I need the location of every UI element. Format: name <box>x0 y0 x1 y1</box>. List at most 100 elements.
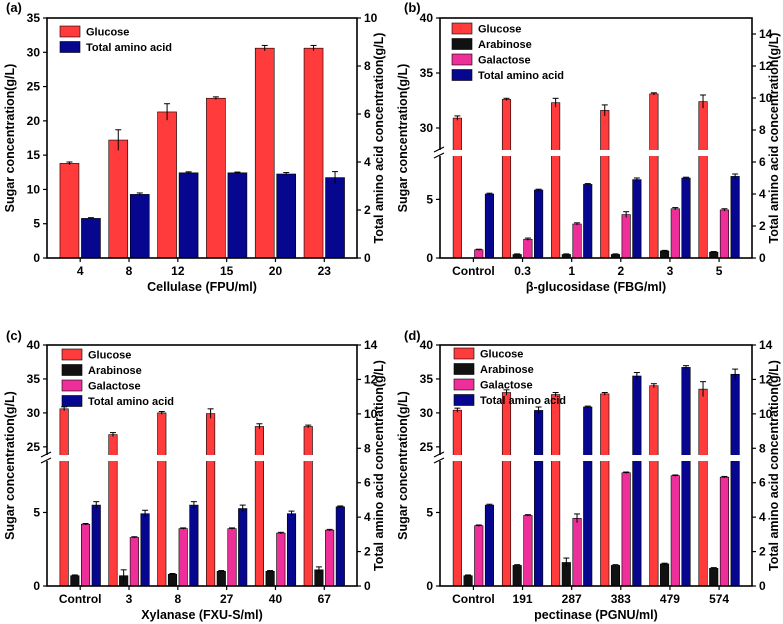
bar-total-amino-acid-2 <box>632 179 642 259</box>
y2-tick-label: 4 <box>364 155 371 169</box>
y2-tick-label: 0 <box>759 251 766 265</box>
y2-tick-label: 14 <box>759 338 773 352</box>
y2-tick-label: 6 <box>759 476 766 490</box>
y2-tick-label: 2 <box>759 545 766 559</box>
bar-glucose-0.3 <box>501 99 512 259</box>
bar-total-amino-acid-3 <box>140 513 150 587</box>
x-tick-label: 191 <box>513 592 533 606</box>
bar-total-amino-acid-Control <box>91 504 101 587</box>
bar-glucose-287 <box>551 394 561 587</box>
x-tick-label: 8 <box>126 264 133 278</box>
axis-break-cover <box>434 150 446 156</box>
bar-glucose-191 <box>501 392 512 587</box>
bar-glucose-4 <box>59 163 80 259</box>
bar-galactose-40 <box>276 532 286 587</box>
x-tick-label: 5 <box>716 264 723 278</box>
axis-break-mark <box>40 457 52 464</box>
legend-swatch <box>59 41 81 53</box>
y-axis-label: Sugar concentration(g/L) <box>396 64 410 213</box>
bar-total-amino-acid-8 <box>129 194 150 259</box>
x-tick-label: Control <box>452 592 495 606</box>
y2-tick-label: 4 <box>759 510 766 524</box>
axis-break-mark <box>433 152 445 159</box>
y2-tick-label: 10 <box>759 91 773 105</box>
legend-swatch <box>61 348 83 361</box>
y2-tick-label: 14 <box>759 27 773 41</box>
bar-glucose-15 <box>206 97 226 259</box>
y2-tick-label: 8 <box>364 441 371 455</box>
bar-arabinose-40 <box>265 570 275 587</box>
plot-frame <box>439 344 753 587</box>
y-tick-label: 40 <box>27 338 41 352</box>
bar-glucose-40 <box>254 426 264 587</box>
y2-tick-label: 0 <box>364 251 371 265</box>
y2-tick-label: 4 <box>759 187 766 201</box>
x-tick-label: 20 <box>269 264 283 278</box>
y2-tick-label: 6 <box>364 107 371 121</box>
bar-total-amino-acid-383 <box>632 375 642 587</box>
bar-total-amino-acid-12 <box>178 172 199 259</box>
bar-arabinose-27 <box>216 570 226 587</box>
bar-arabinose-Control <box>70 575 80 587</box>
legend-label: Total amino acid <box>480 395 566 407</box>
bar-glucose-8 <box>157 412 167 587</box>
x-tick-label: 383 <box>611 592 631 606</box>
legend-label: Galactose <box>478 55 531 67</box>
bar-galactose-2 <box>621 214 631 259</box>
legend-label: Total amino acid <box>86 42 172 54</box>
x-tick-label: 40 <box>269 592 283 606</box>
x-tick-label: 3 <box>667 264 674 278</box>
legend-swatch <box>61 364 83 376</box>
x-tick-label: 0.3 <box>514 264 531 278</box>
x-axis-label: Cellulase (FPU/ml) <box>147 280 257 294</box>
bar-total-amino-acid-479 <box>681 367 691 587</box>
axis-break-band <box>441 455 751 461</box>
axis-break-cover <box>41 455 53 461</box>
legend-swatch <box>451 69 473 81</box>
bar-total-amino-acid-1 <box>583 184 593 259</box>
legend-swatch <box>451 38 473 50</box>
bar-galactose-8 <box>178 528 188 587</box>
axis-break-cover <box>434 455 446 461</box>
bar-galactose-574 <box>719 476 729 587</box>
legend-label: Arabinose <box>478 39 532 51</box>
y2-tick-label: 10 <box>364 11 378 25</box>
y2-tick-label: 6 <box>759 155 766 169</box>
y2-tick-label: 10 <box>364 407 378 421</box>
bar-glucose-23 <box>303 47 324 259</box>
x-tick-label: 12 <box>171 264 185 278</box>
y-tick-label: 0 <box>33 251 40 265</box>
y2-axis-label: Total amino acid concentration(g/L) <box>767 360 781 571</box>
bar-galactose-3 <box>129 537 139 587</box>
x-tick-label: 27 <box>220 592 234 606</box>
bar-galactose-Control <box>474 249 484 259</box>
panel-label: (b) <box>404 0 421 15</box>
y2-tick-label: 8 <box>364 59 371 73</box>
bar-galactose-0.3 <box>523 238 533 259</box>
y-tick-label: 35 <box>420 372 434 386</box>
bar-arabinose-5 <box>709 251 719 259</box>
x-tick-label: 2 <box>617 264 624 278</box>
panel-b: Control 0.3 1 2 3 50530354002468101214β-gluco… <box>396 0 781 294</box>
x-tick-label: 4 <box>77 264 84 278</box>
axis-break-band <box>48 455 356 461</box>
legend-label: Arabinose <box>480 364 534 376</box>
axis-break-mark <box>433 451 445 458</box>
y-tick-label: 5 <box>33 505 40 519</box>
bar-galactose-Control <box>80 523 91 587</box>
panel-c: Control 3 8 27 40 67 0 5 25 30 35 40 0 2 4 6 8 10 12 14 Xyla… <box>3 328 386 622</box>
y-tick-label: 10 <box>27 182 41 196</box>
x-tick-label: 3 <box>126 592 133 606</box>
bar-galactose-5 <box>719 209 729 259</box>
axis-break-mark <box>433 146 445 153</box>
bar-glucose-2 <box>600 110 610 259</box>
y-axis-label: Sugar concentration(g/L) <box>396 391 410 540</box>
x-tick-label: 574 <box>709 592 729 606</box>
bar-galactose-27 <box>227 528 237 587</box>
axis-break-mark <box>433 457 445 464</box>
bar-galactose-3 <box>670 208 680 259</box>
x-tick-label: 8 <box>174 592 181 606</box>
x-tick-label: Control <box>59 592 102 606</box>
y-tick-label: 30 <box>27 406 41 420</box>
bar-total-amino-acid-20 <box>276 173 297 259</box>
